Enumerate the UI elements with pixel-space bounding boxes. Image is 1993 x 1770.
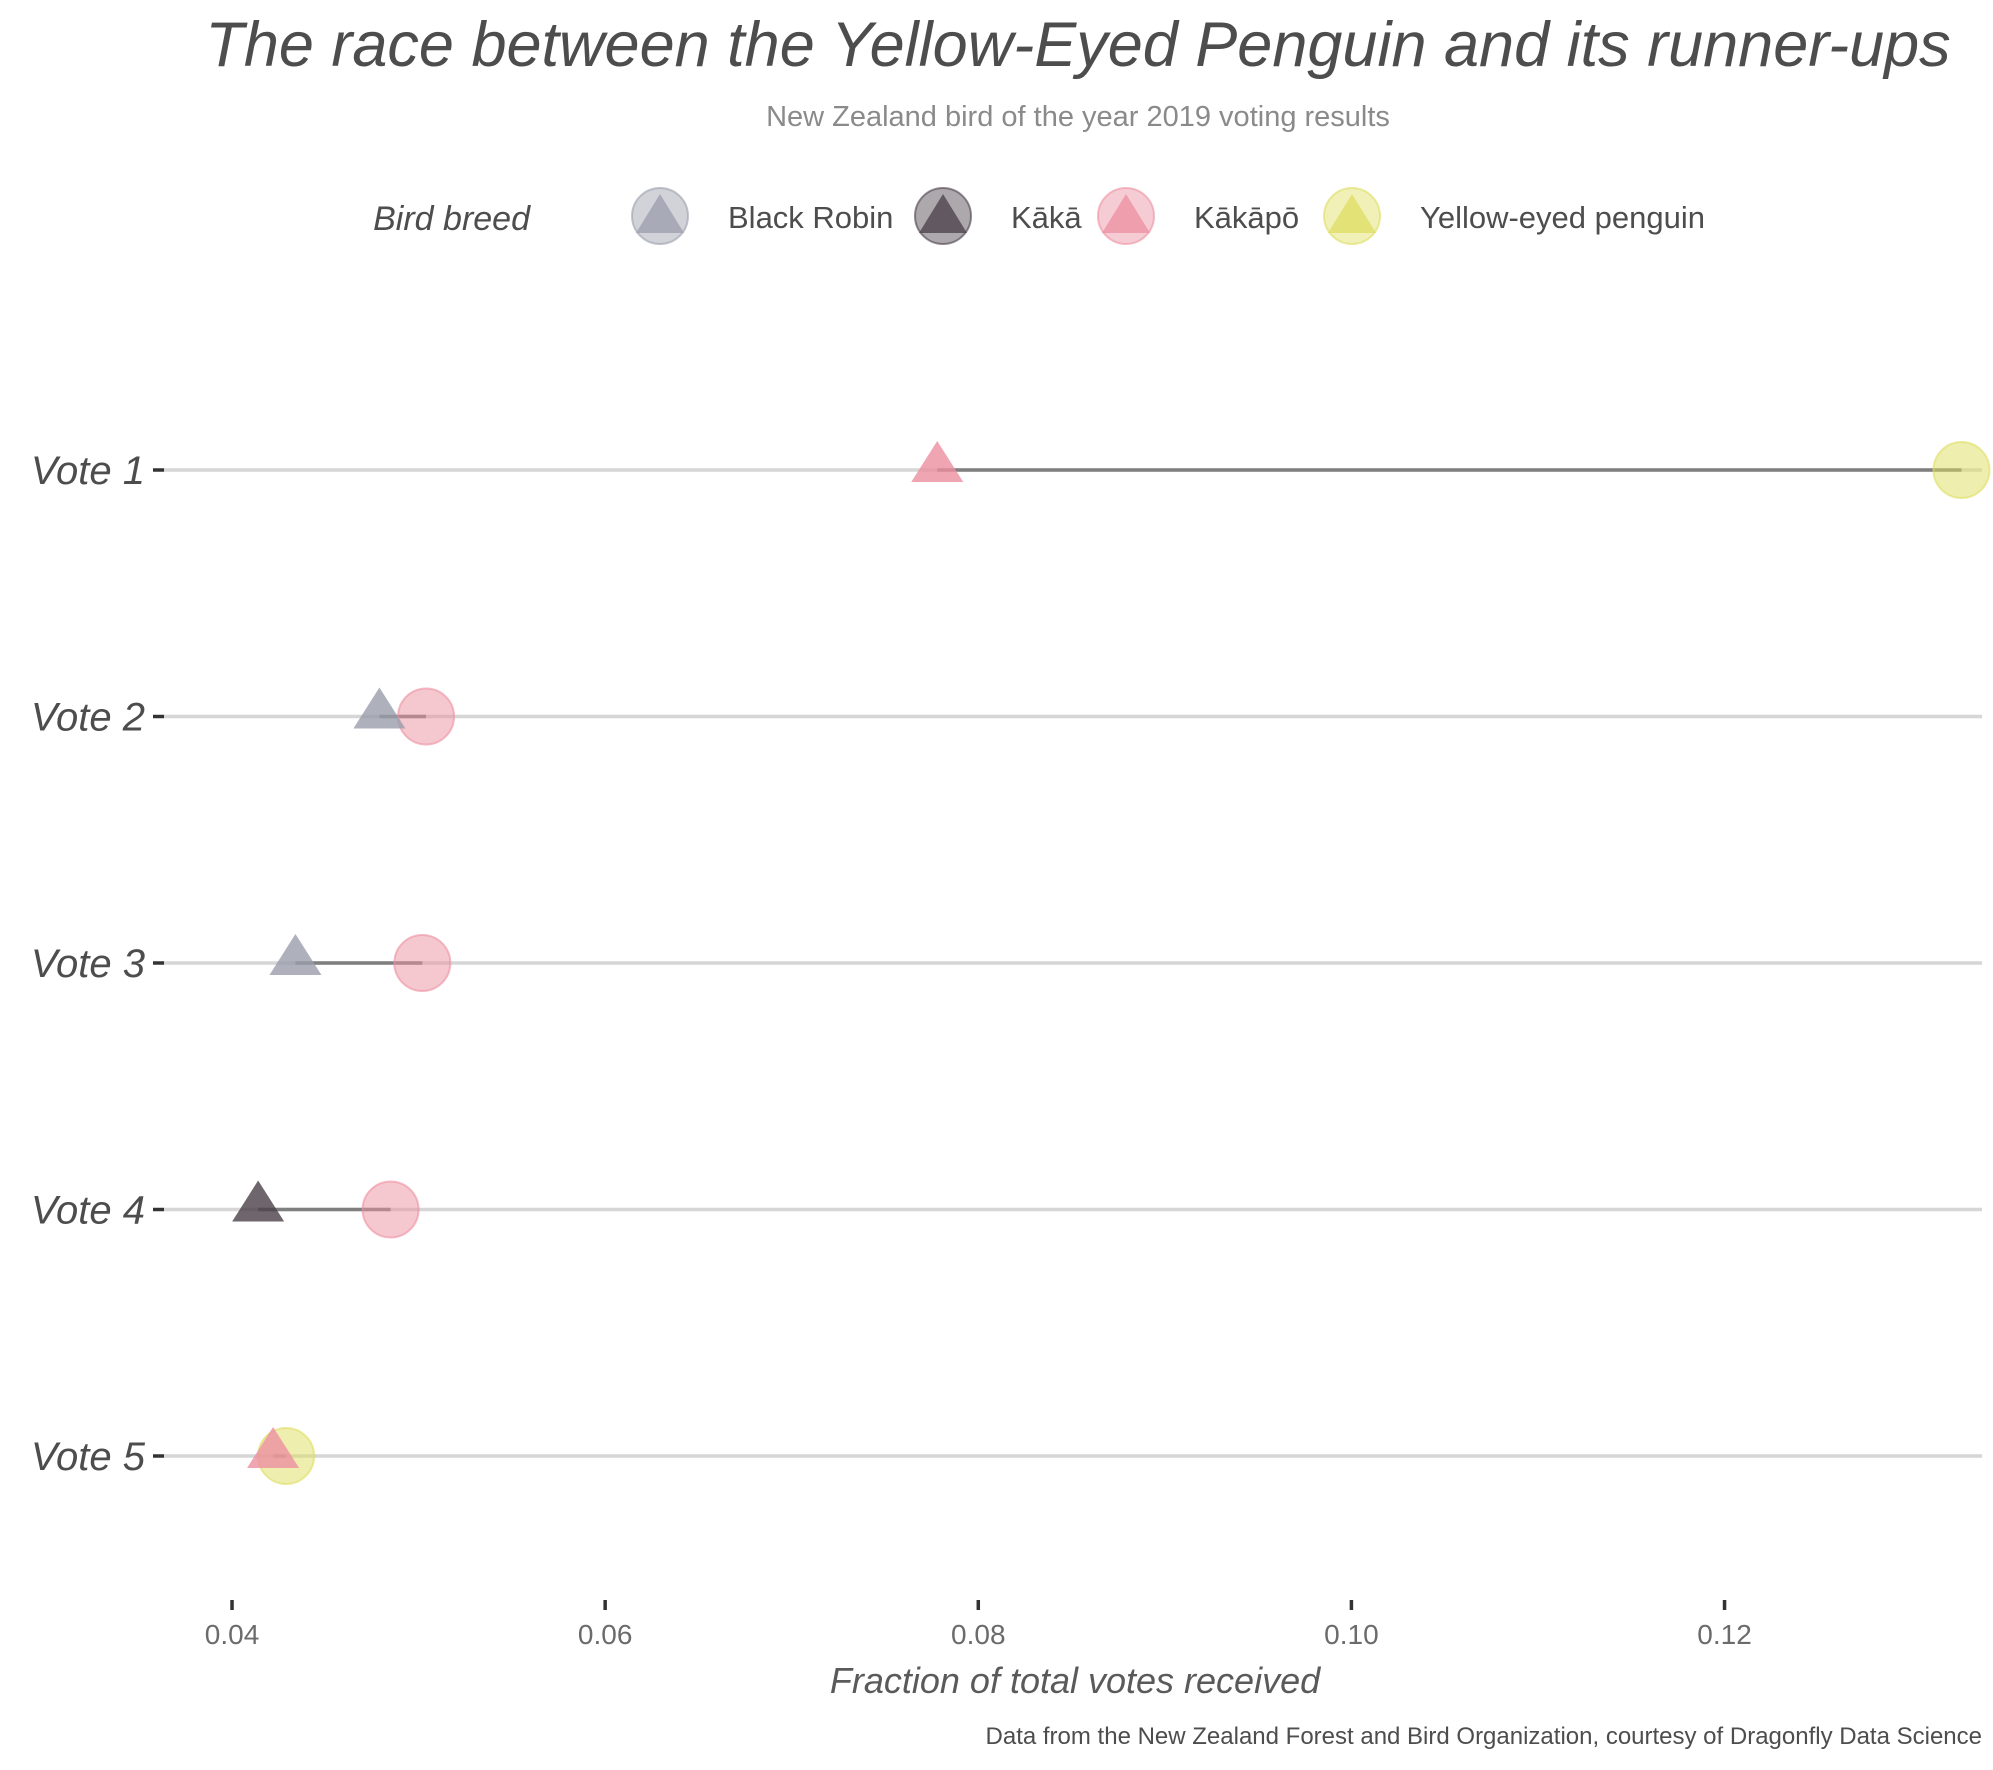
legend-triangle-yellow-eyed-penguin	[1328, 194, 1376, 233]
legend-label-kaka: Kākā	[1011, 200, 1082, 235]
legend-triangle-kaka	[919, 194, 967, 233]
legend-entry-yellow-eyed-penguin: Yellow-eyed penguin	[1323, 187, 1705, 245]
chart-subtitle: New Zealand bird of the year 2019 voting…	[766, 101, 1390, 133]
y-tick-label-vote-1: Vote 1	[31, 449, 145, 493]
winner-point-vote-1	[1932, 441, 1991, 499]
legend-triangle-black-robin	[636, 194, 684, 233]
winner-point-vote-3	[393, 934, 452, 992]
legend-label-yellow-eyed-penguin: Yellow-eyed penguin	[1420, 200, 1705, 235]
x-axis-label: Fraction of total votes received	[830, 1660, 1321, 1701]
x-tick-label-0-04: 0.04	[205, 1619, 260, 1650]
winner-point-vote-2	[397, 687, 456, 746]
y-axis: Vote 1 Vote 2 Vote 3 Vote 4 Vote 5	[31, 449, 164, 1479]
runner-up-point-vote-3	[269, 934, 322, 975]
data-marks	[232, 441, 1991, 1485]
y-tick-label-vote-4: Vote 4	[31, 1189, 145, 1233]
legend-entries: Black Robin Kākā Kākāpō Yellow-eyed penguin	[631, 187, 1705, 245]
legend-entry-black-robin: Black Robin	[631, 187, 893, 245]
legend-triangle-kakapo	[1102, 194, 1150, 233]
legend: Bird breed Black Robin Kākā Kākāpō Yellow-e…	[373, 187, 1705, 245]
winner-point-vote-4	[361, 1180, 420, 1239]
y-tick-label-vote-2: Vote 2	[31, 696, 145, 740]
x-tick-label-0-10: 0.10	[1324, 1619, 1379, 1650]
runner-up-point-vote-5	[247, 1427, 300, 1468]
runner-up-point-vote-4	[232, 1180, 285, 1222]
runner-up-point-vote-2	[353, 687, 406, 729]
y-tick-label-vote-3: Vote 3	[31, 942, 145, 986]
x-tick-label-0-08: 0.08	[951, 1619, 1006, 1650]
x-tick-label-0-12: 0.12	[1697, 1619, 1752, 1650]
legend-label-black-robin: Black Robin	[728, 200, 893, 235]
chart-caption: Data from the New Zealand Forest and Bir…	[986, 1723, 1982, 1750]
x-axis: 0.04 0.06 0.08 0.10 0.12	[205, 1600, 1752, 1650]
chart-title: The race between the Yellow-Eyed Penguin…	[205, 10, 1950, 80]
y-tick-label-vote-5: Vote 5	[31, 1435, 146, 1479]
legend-entry-kakapo: Kākāpō	[1097, 187, 1299, 245]
runner-up-point-vote-1	[911, 441, 964, 482]
legend-label-kakapo: Kākāpō	[1194, 200, 1299, 235]
legend-entry-kaka: Kākā	[914, 187, 1082, 245]
x-tick-label-0-06: 0.06	[578, 1619, 633, 1650]
legend-title: Bird breed	[373, 200, 531, 238]
